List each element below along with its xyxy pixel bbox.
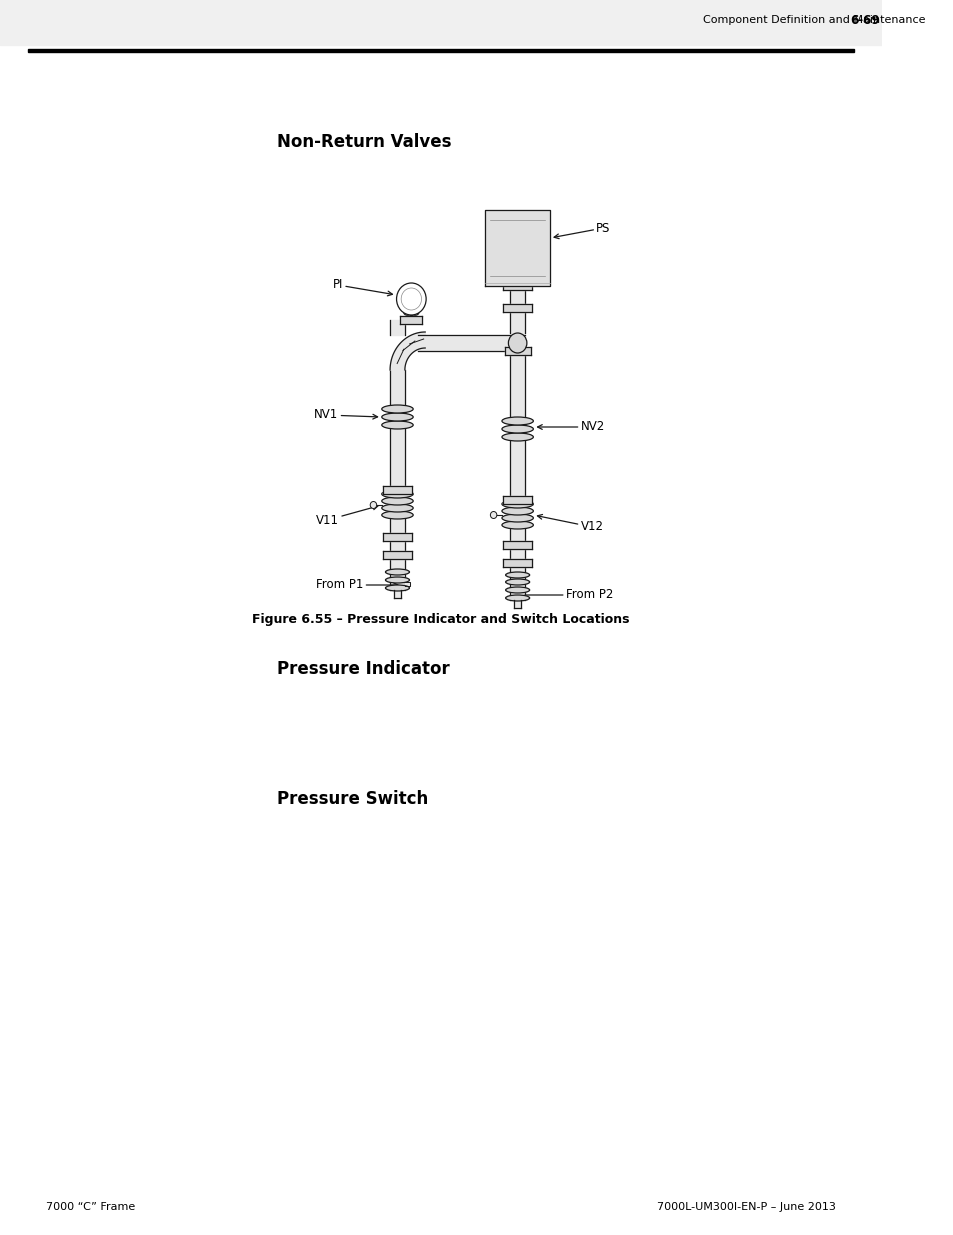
Ellipse shape [381,504,413,513]
Ellipse shape [505,579,529,585]
Circle shape [370,501,376,509]
Circle shape [401,288,421,310]
Ellipse shape [385,585,409,592]
Text: NV2: NV2 [537,420,604,433]
Polygon shape [502,304,532,312]
Polygon shape [400,316,422,324]
Polygon shape [417,335,524,351]
Polygon shape [510,563,524,600]
Text: 6-69: 6-69 [849,14,879,26]
Ellipse shape [505,595,529,601]
Polygon shape [390,320,404,335]
Ellipse shape [501,514,533,522]
Polygon shape [510,545,524,559]
Text: PS: PS [554,221,610,238]
Ellipse shape [505,572,529,578]
Text: Component Definition and Maintenance: Component Definition and Maintenance [701,15,924,25]
Text: 7000L-UM300I-EN-P – June 2013: 7000L-UM300I-EN-P – June 2013 [656,1202,835,1212]
Ellipse shape [381,405,413,412]
Text: Pressure Indicator: Pressure Indicator [277,659,450,678]
Polygon shape [504,347,530,354]
Polygon shape [510,437,524,496]
Ellipse shape [505,587,529,593]
Polygon shape [502,541,532,550]
Ellipse shape [501,500,533,508]
Polygon shape [404,582,410,585]
Polygon shape [510,270,524,282]
Text: Pressure Switch: Pressure Switch [277,790,428,808]
Ellipse shape [381,511,413,519]
Polygon shape [502,496,532,504]
Bar [28,49,853,52]
Ellipse shape [381,490,413,498]
Ellipse shape [501,433,533,441]
Polygon shape [390,555,404,590]
Ellipse shape [381,496,413,505]
Text: Figure 6.55 – Pressure Indicator and Switch Locations: Figure 6.55 – Pressure Indicator and Swi… [252,613,629,626]
Polygon shape [382,534,412,541]
Text: From P2: From P2 [524,589,613,601]
Circle shape [396,283,426,315]
Polygon shape [382,551,412,559]
Polygon shape [390,517,404,534]
Text: V12: V12 [537,515,603,534]
Text: PI: PI [333,279,392,296]
Polygon shape [514,600,520,608]
Polygon shape [510,527,524,541]
Text: 7000 “C” Frame: 7000 “C” Frame [46,1202,135,1212]
Polygon shape [382,487,412,494]
Ellipse shape [385,569,409,576]
Ellipse shape [501,425,533,433]
Ellipse shape [501,417,533,425]
Ellipse shape [381,421,413,429]
Polygon shape [510,308,524,333]
Ellipse shape [501,521,533,529]
Text: From P1: From P1 [315,578,397,592]
Polygon shape [508,267,526,273]
Polygon shape [510,351,524,417]
Ellipse shape [385,577,409,583]
Polygon shape [485,210,550,287]
Circle shape [490,511,497,519]
Text: NV1: NV1 [314,409,377,421]
Polygon shape [390,370,404,405]
Ellipse shape [381,412,413,421]
Ellipse shape [403,310,418,316]
Polygon shape [394,590,401,598]
Bar [0,0,881,44]
Polygon shape [502,282,532,290]
Ellipse shape [501,508,533,515]
Polygon shape [390,332,425,370]
Text: V11: V11 [315,505,377,526]
Polygon shape [502,559,532,567]
Circle shape [508,333,526,353]
Polygon shape [390,425,404,487]
Polygon shape [510,287,524,304]
Polygon shape [390,537,404,551]
Text: Non-Return Valves: Non-Return Valves [277,133,452,151]
